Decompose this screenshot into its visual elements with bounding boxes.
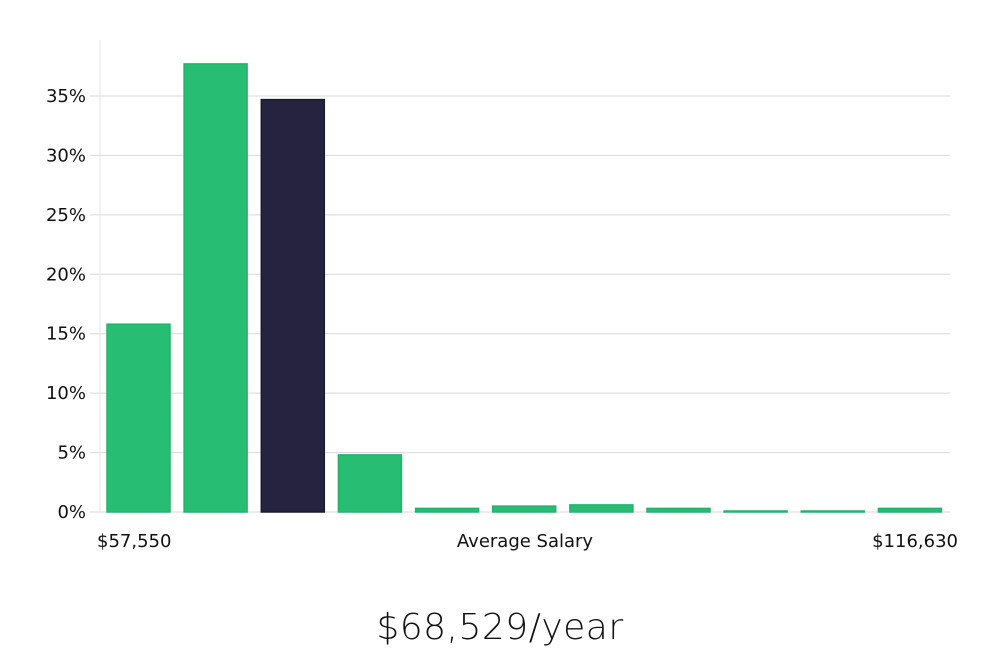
bar bbox=[414, 507, 480, 513]
bar bbox=[491, 505, 557, 513]
y-axis-ticks: 0% 5% 10% 15% 20% 25% 30% 35% bbox=[46, 86, 86, 523]
bar bbox=[800, 510, 866, 513]
y-tick-label: 20% bbox=[46, 264, 86, 285]
x-axis-label: Average Salary bbox=[457, 531, 594, 552]
bar bbox=[183, 63, 248, 513]
bar bbox=[337, 454, 403, 513]
y-tick-label: 0% bbox=[57, 502, 86, 523]
average-salary-headline: $68,529/year bbox=[376, 607, 624, 648]
y-tick-label: 15% bbox=[46, 324, 86, 345]
y-tick-label: 25% bbox=[46, 205, 86, 226]
chart-canvas: 0% 5% 10% 15% 20% 25% 30% 35% $57,550 Average S… bbox=[46, 40, 958, 552]
y-tick-label: 5% bbox=[57, 443, 86, 464]
bars bbox=[106, 63, 943, 513]
bar bbox=[877, 507, 943, 513]
bar bbox=[106, 323, 171, 513]
bar bbox=[723, 510, 788, 513]
x-axis-min-label: $57,550 bbox=[97, 531, 171, 552]
y-tick-label: 35% bbox=[46, 86, 86, 107]
y-tick-label: 30% bbox=[46, 145, 86, 166]
y-tick-label: 10% bbox=[46, 383, 86, 404]
bar bbox=[569, 504, 634, 513]
bar-highlighted bbox=[260, 98, 326, 513]
x-axis-max-label: $116,630 bbox=[872, 531, 958, 552]
bar bbox=[646, 507, 711, 513]
